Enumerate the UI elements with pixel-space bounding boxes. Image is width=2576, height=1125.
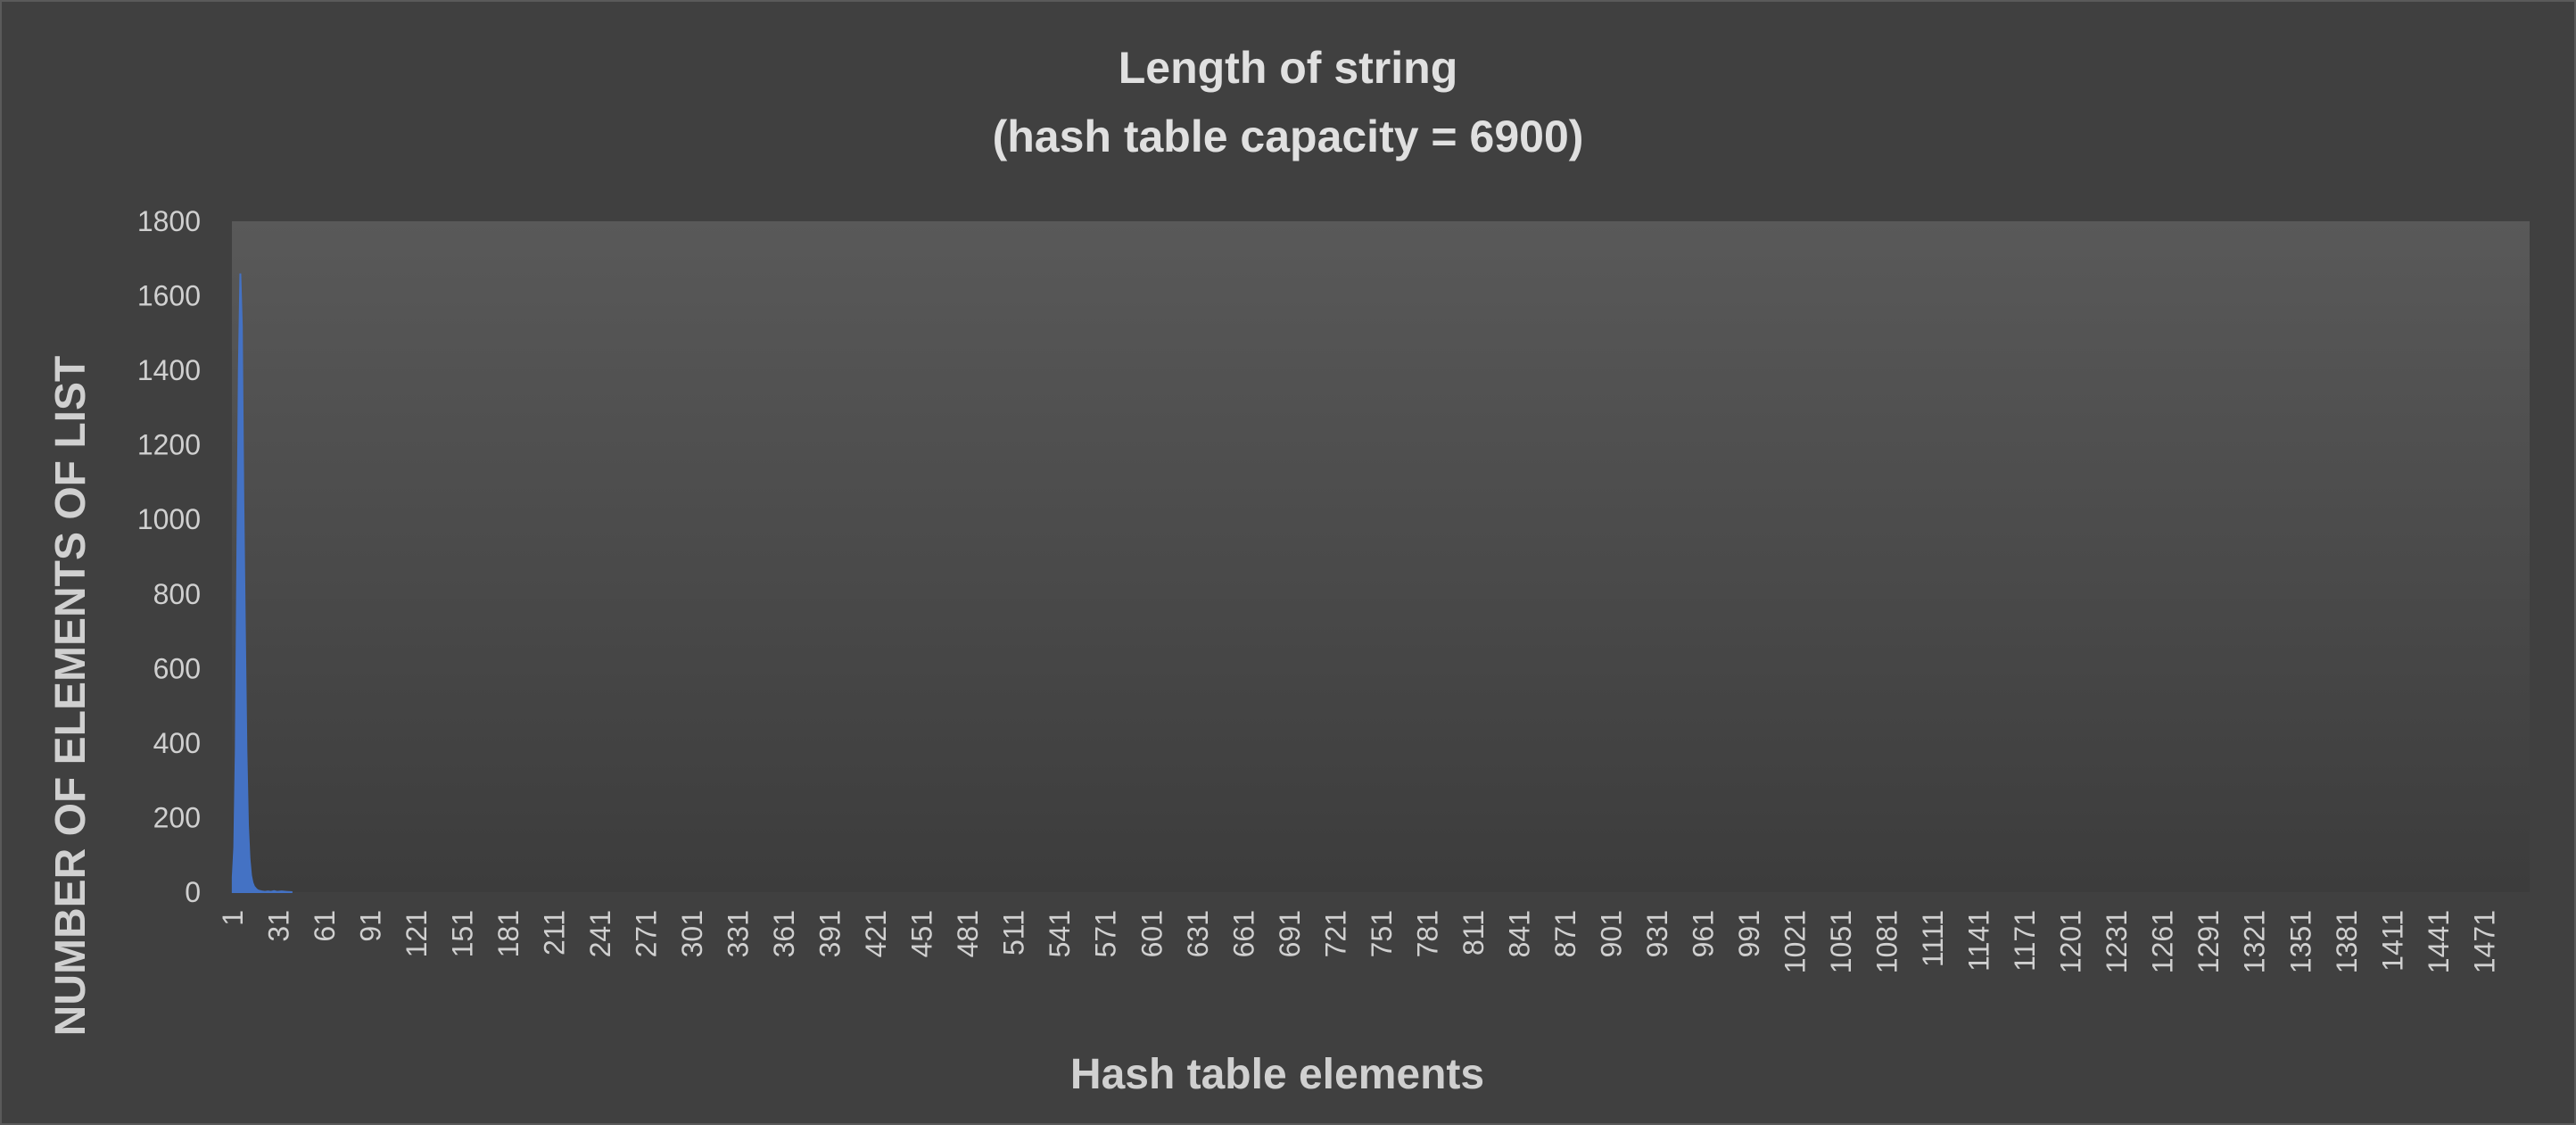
x-tick-label: 1441 [2423,910,2455,973]
x-tick-label: 871 [1549,910,1581,957]
x-tick-label: 961 [1688,910,1720,957]
y-tick-label: 200 [153,801,201,833]
x-tick-label: 721 [1319,910,1351,957]
x-tick-label: 751 [1366,910,1398,957]
data-series-area [231,273,293,893]
x-tick-label: 121 [400,910,433,957]
x-tick-label: 901 [1596,910,1628,957]
x-tick-label: 1021 [1779,910,1812,973]
x-tick-label: 1171 [2009,910,2041,972]
x-tick-label: 691 [1274,910,1306,957]
series-layer [231,273,293,893]
x-tick-label: 1051 [1825,910,1857,973]
y-tick-label: 1000 [137,503,201,535]
x-tick-label: 1321 [2239,910,2271,973]
x-tick-label: 61 [309,910,341,942]
x-tick-label: 271 [631,910,663,957]
x-tick-label: 511 [998,910,1030,955]
x-tick-label: 541 [1044,910,1076,957]
x-axis-ticks: 1 31 61 91 121 151 181 211 241 271 301 331 361 391 421… [217,910,2500,973]
x-tick-label: 1351 [2284,910,2316,973]
x-tick-label: 841 [1503,910,1535,957]
y-axis-ticks: 0 200 400 600 800 1000 1200 1400 1600 1800 [137,205,201,908]
x-tick-label: 421 [860,910,892,957]
x-tick-label: 301 [676,910,708,957]
x-tick-label: 1141 [1963,910,1995,972]
y-tick-label: 400 [153,727,201,759]
x-axis-title: Hash table elements [1070,1051,1484,1098]
x-tick-label: 1381 [2331,910,2363,973]
x-tick-label: 781 [1411,910,1443,957]
x-tick-label: 151 [447,910,479,957]
x-tick-label: 1111 [1917,910,1949,967]
x-tick-label: 631 [1182,910,1214,957]
y-tick-label: 1200 [137,429,201,461]
x-tick-label: 601 [1135,910,1168,957]
x-tick-label: 481 [952,910,984,957]
x-tick-label: 1231 [2101,910,2133,973]
x-tick-label: 181 [492,910,524,957]
x-tick-label: 391 [814,910,846,957]
x-tick-label: 451 [906,910,938,957]
y-tick-label: 1800 [137,205,201,237]
x-tick-label: 31 [262,910,294,942]
x-tick-label: 571 [1090,910,1122,957]
x-tick-label: 1471 [2468,910,2500,973]
x-tick-label: 811 [1457,910,1490,955]
x-tick-label: 91 [354,910,386,942]
chart-subtitle: (hash table capacity = 6900) [993,112,1584,161]
y-tick-label: 1400 [137,354,201,386]
x-tick-label: 1411 [2376,910,2408,972]
x-tick-label: 931 [1641,910,1673,957]
x-tick-label: 991 [1733,910,1765,957]
x-tick-label: 361 [768,910,800,957]
x-tick-label: 1201 [2055,910,2087,973]
x-tick-label: 211 [539,910,571,955]
y-axis-title: NUMBER OF ELEMENTS OF LIST [47,356,95,1037]
y-tick-label: 800 [153,578,201,610]
x-tick-label: 1291 [2192,910,2225,973]
x-tick-label: 331 [722,910,755,957]
plot-area [232,221,2530,892]
x-tick-label: 661 [1227,910,1259,957]
x-tick-label: 1 [217,910,249,926]
y-tick-label: 0 [185,876,201,908]
x-tick-label: 1081 [1871,910,1903,973]
chart-title: Length of string [1119,43,1458,93]
y-tick-label: 600 [153,652,201,684]
y-tick-label: 1600 [137,280,201,312]
x-tick-label: 241 [584,910,616,957]
x-tick-label: 1261 [2147,910,2179,973]
